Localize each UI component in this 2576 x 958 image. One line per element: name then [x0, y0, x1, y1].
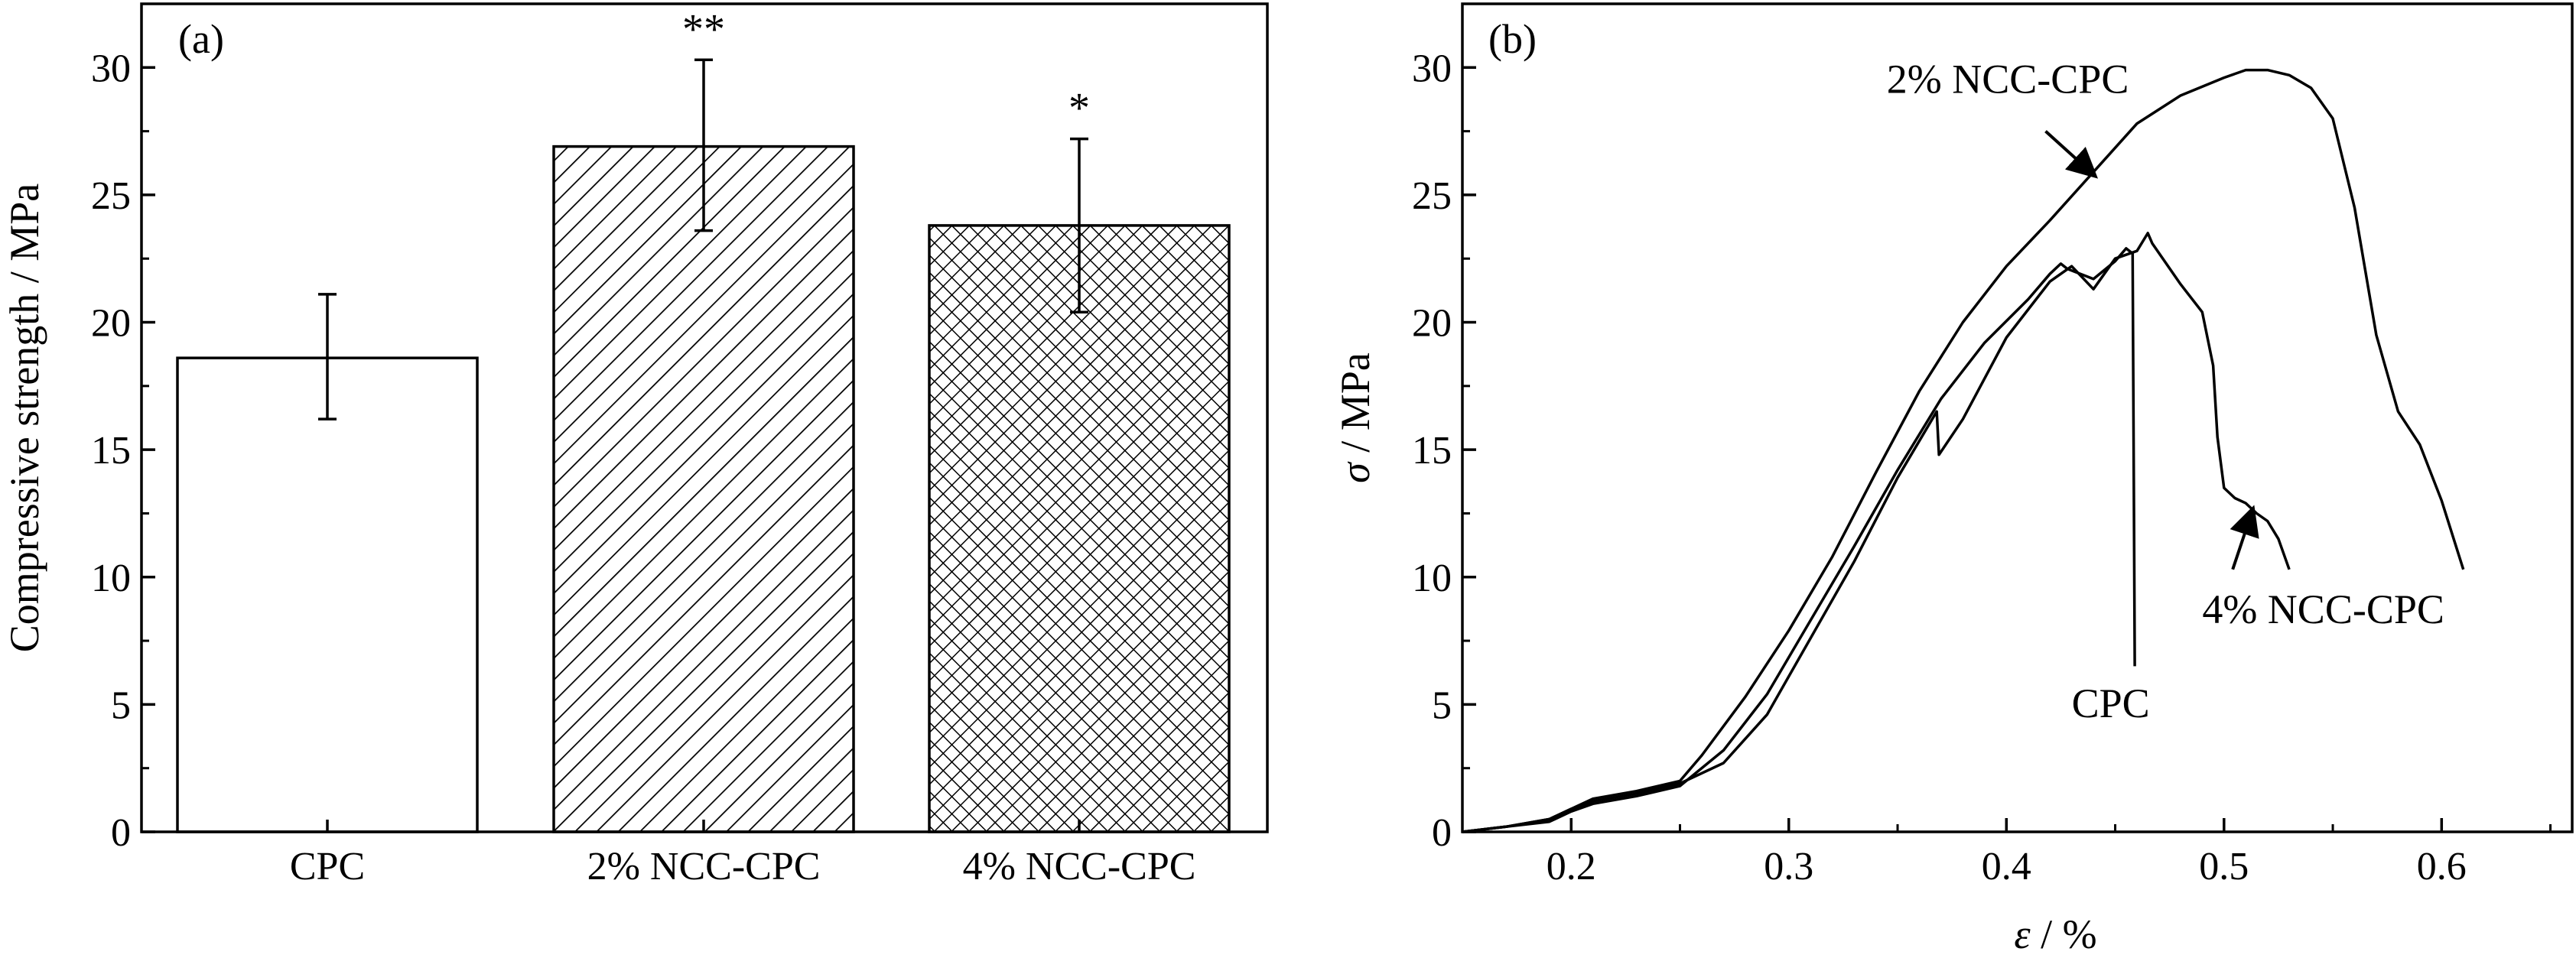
bar-1: [552, 145, 855, 833]
b-y-tick-label-0: 0: [1432, 811, 1452, 855]
a-y-axis-label: Compressive strength / MPa: [2, 183, 47, 652]
a-y-tick-label-2: 10: [91, 557, 131, 600]
error-bar-1: [694, 58, 713, 232]
series-cpc: [1462, 247, 2136, 833]
b-y-axis-unit: / MPa: [1332, 352, 1378, 463]
a-significance-markers: ***: [682, 5, 1090, 132]
a-y-tick-label-3: 15: [91, 429, 131, 473]
b-x-axis-unit: / %: [2031, 911, 2097, 957]
b-x-tick-label-3: 0.5: [2199, 845, 2249, 888]
b-x-tick-label-4: 0.6: [2417, 845, 2467, 888]
b-series-lines: [1462, 68, 2465, 833]
series-2pct-ncc-cpc: [1462, 68, 2465, 833]
a-x-tick-label-1: 2% NCC-CPC: [587, 845, 821, 888]
series-4pct-ncc-cpc: [1462, 232, 2291, 833]
annotation-arrow-4pct: [2230, 505, 2259, 570]
bar-2: [928, 224, 1231, 833]
error-bar-0: [318, 293, 337, 421]
b-x-axis-ticks: 0.2 0.3 0.4 0.5 0.6: [1461, 818, 2552, 888]
a-y-tick-label-0: 0: [111, 811, 131, 855]
a-y-axis-ticks: 0 5 10 15 20 25 30: [91, 47, 155, 855]
bar-0: [176, 356, 479, 833]
a-x-axis-ticks: CPC 2% NCC-CPC 4% NCC-CPC: [290, 820, 1196, 888]
annotation-2pct-ncc-cpc: 2% NCC-CPC: [1887, 57, 2129, 102]
a-error-bars: [318, 58, 1088, 421]
a-y-tick-label-5: 25: [91, 174, 131, 218]
b-y-tick-label-5: 25: [1412, 174, 1452, 218]
significance-marker-2: *: [1068, 85, 1090, 132]
error-bar-2: [1070, 137, 1088, 313]
annotation-4pct-ncc-cpc: 4% NCC-CPC: [2202, 586, 2444, 632]
b-y-tick-label-4: 20: [1412, 302, 1452, 346]
b-y-tick-label-6: 30: [1412, 47, 1452, 90]
b-x-tick-label-2: 0.4: [1982, 845, 2031, 888]
a-x-tick-label-0: CPC: [290, 845, 365, 888]
annotation-cpc: CPC: [2072, 680, 2150, 726]
b-x-axis-label: ε / %: [2014, 911, 2096, 957]
b-y-axis-label: σ / MPa: [1332, 352, 1378, 483]
b-panel-label: (b): [1488, 16, 1537, 62]
a-x-tick-label-2: 4% NCC-CPC: [963, 845, 1196, 888]
b-y-tick-label-1: 5: [1432, 684, 1452, 727]
b-plot-frame: [1461, 2, 2574, 833]
a-y-tick-label-6: 30: [91, 47, 131, 90]
b-x-tick-label-0: 0.2: [1547, 845, 1596, 888]
significance-marker-1: **: [682, 5, 725, 53]
b-y-axis-ticks: 0 5 10 15 20 25 30: [1412, 47, 1476, 855]
b-x-axis-symbol: ε: [2014, 911, 2031, 957]
b-x-tick-label-1: 0.3: [1764, 845, 1813, 888]
a-y-tick-label-1: 5: [111, 684, 131, 727]
b-annotations: 2% NCC-CPC 4% NCC-CPC CPC: [1887, 57, 2444, 726]
a-panel-label: (a): [178, 16, 224, 62]
b-y-axis-symbol: σ: [1332, 461, 1378, 483]
b-y-tick-label-3: 15: [1412, 429, 1452, 473]
b-y-tick-label-2: 10: [1412, 557, 1452, 600]
annotation-arrow-2pct: [2044, 130, 2099, 179]
a-bars: [176, 145, 1231, 833]
panel-b-line-chart: 0 5 10 15 20 25 30 0.2 0.3 0.4 0.5 0.6 (b) σ / MPa…: [1332, 2, 2574, 957]
a-y-tick-label-4: 20: [91, 302, 131, 346]
